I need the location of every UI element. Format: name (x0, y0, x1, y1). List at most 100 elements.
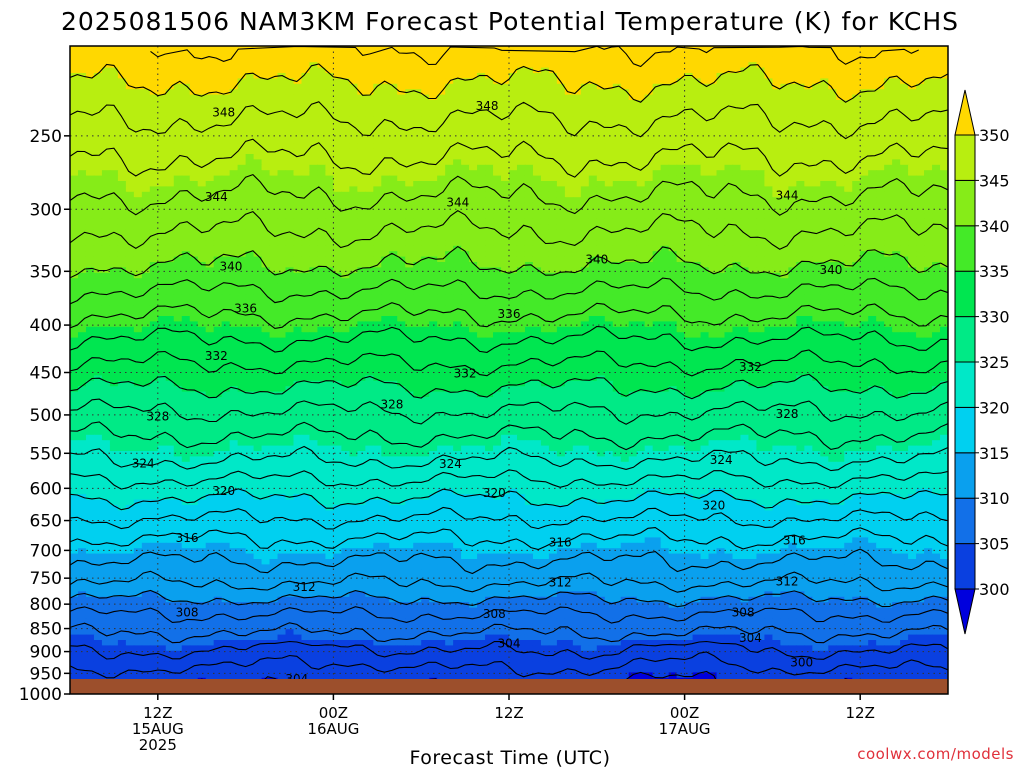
field-cell (884, 105, 893, 112)
field-cell (333, 51, 342, 58)
field-cell (652, 100, 662, 106)
field-cell (85, 240, 95, 247)
field-cell (301, 164, 311, 171)
field-cell (676, 56, 686, 63)
field-cell (141, 73, 151, 79)
field-cell (844, 46, 853, 52)
field-cell (644, 245, 654, 252)
field-cell (477, 170, 486, 177)
field-cell (716, 127, 726, 133)
field-cell (325, 186, 334, 193)
field-cell (596, 229, 606, 236)
field-cell (133, 67, 143, 74)
field-cell (341, 235, 350, 241)
field-cell (237, 67, 247, 74)
field-cell (860, 229, 869, 236)
field-cell (868, 213, 877, 220)
field-cell (692, 127, 702, 133)
field-cell (540, 105, 550, 112)
field-cell (397, 240, 406, 247)
field-cell (932, 245, 941, 252)
field-cell (644, 105, 654, 112)
field-cell (205, 132, 215, 139)
field-cell (700, 62, 710, 69)
field-cell (676, 245, 686, 252)
field-cell (85, 100, 95, 106)
field-cell (844, 105, 853, 112)
field-cell (373, 175, 382, 182)
field-cell (149, 116, 159, 123)
field-cell (429, 83, 438, 90)
field-cell (261, 132, 271, 139)
field-cell (70, 245, 79, 252)
field-cell (333, 283, 342, 290)
field-cell (716, 94, 726, 101)
field-cell (788, 127, 797, 133)
field-cell (181, 94, 191, 101)
field-cell (269, 278, 279, 285)
field-cell (844, 137, 853, 144)
field-cell (341, 159, 350, 166)
field-cell (245, 289, 255, 295)
field-cell (748, 159, 758, 166)
field-cell (780, 137, 789, 144)
field-cell (461, 67, 470, 74)
field-cell (357, 143, 366, 150)
field-cell (381, 164, 390, 171)
field-cell (748, 116, 758, 123)
field-cell (924, 170, 933, 177)
field-cell (405, 137, 414, 144)
field-cell (604, 208, 614, 214)
field-cell (181, 213, 191, 220)
field-cell (141, 272, 151, 279)
field-cell (429, 143, 438, 150)
field-cell (708, 51, 718, 58)
field-cell (509, 240, 518, 247)
field-cell (245, 137, 255, 144)
field-cell (628, 83, 638, 90)
field-cell (293, 143, 303, 150)
field-cell (540, 67, 550, 74)
field-cell (556, 170, 566, 177)
field-cell (165, 262, 175, 268)
field-cell (652, 267, 662, 274)
field-cell (812, 78, 821, 85)
field-cell (772, 245, 781, 252)
field-cell (764, 46, 773, 52)
field-cell (309, 116, 319, 123)
field-cell (93, 175, 103, 182)
field-cell (469, 51, 478, 58)
field-cell (900, 56, 909, 63)
field-cell (908, 218, 917, 225)
field-cell (453, 235, 462, 241)
field-cell (804, 170, 813, 177)
field-cell (636, 110, 646, 117)
field-cell (932, 148, 941, 155)
field-cell (269, 137, 279, 144)
field-cell (125, 83, 135, 90)
field-cell (325, 94, 334, 101)
field-cell (836, 245, 845, 252)
field-cell (588, 208, 598, 214)
field-cell (389, 67, 398, 74)
field-cell (836, 213, 845, 220)
field-cell (405, 62, 414, 69)
field-cell (373, 105, 382, 112)
field-cell (213, 137, 223, 144)
field-cell (764, 256, 773, 263)
field-cell (660, 170, 670, 177)
field-cell (876, 56, 885, 63)
field-cell (908, 170, 917, 177)
field-cell (133, 154, 143, 160)
field-cell (548, 105, 558, 112)
field-cell (397, 73, 406, 79)
field-cell (357, 67, 366, 74)
field-cell (748, 267, 758, 274)
field-cell (101, 78, 111, 85)
field-cell (453, 51, 462, 58)
field-cell (868, 164, 877, 171)
field-cell (740, 121, 750, 128)
field-cell (181, 224, 191, 231)
field-cell (764, 235, 773, 241)
field-cell (485, 78, 494, 85)
